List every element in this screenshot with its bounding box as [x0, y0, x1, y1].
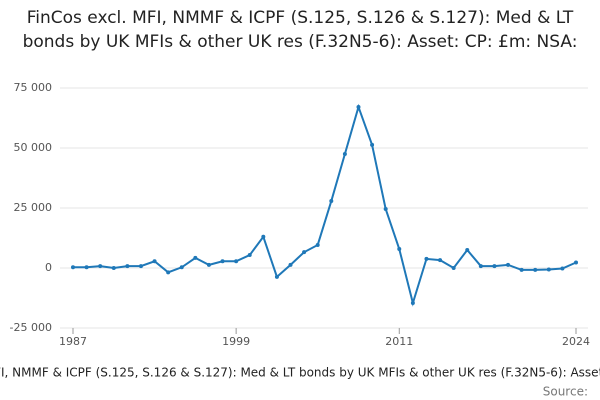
y-tick-label: 25 000 [14, 201, 53, 214]
x-tick-label: 1999 [222, 335, 250, 348]
point [560, 266, 565, 271]
point [438, 258, 443, 263]
point [98, 264, 103, 269]
point [247, 253, 252, 258]
chart-title: FinCos excl. MFI, NMMF & ICPF (S.125, S.… [22, 8, 578, 52]
y-tick-label: 50 000 [14, 141, 53, 154]
point [220, 259, 225, 264]
point [356, 104, 361, 109]
point [519, 267, 524, 272]
point [451, 266, 456, 270]
x-tick-label: 2011 [385, 335, 413, 348]
source: Source: [543, 385, 588, 399]
point [546, 267, 551, 272]
point [274, 274, 279, 279]
point [410, 301, 415, 306]
point [166, 270, 171, 275]
point [84, 265, 89, 270]
point [478, 264, 483, 269]
point [370, 142, 375, 147]
y-tick-label: 0 [45, 261, 52, 274]
point [465, 248, 470, 252]
y-tick-label: 75 000 [14, 81, 53, 94]
point [125, 264, 130, 269]
line [73, 103, 577, 307]
y-tick-label: -25 000 [10, 321, 52, 334]
x-tick-label: 1987 [59, 335, 87, 348]
point [315, 242, 320, 247]
point [193, 255, 198, 260]
point [138, 264, 143, 269]
point [383, 206, 388, 211]
point [261, 234, 266, 239]
point [111, 266, 116, 270]
point [152, 259, 157, 264]
point [342, 152, 347, 156]
x-axis-label: FinCos excl. MFI, NMMF & ICPF (S.125, S.… [0, 366, 600, 380]
point [234, 259, 239, 264]
point [533, 267, 538, 272]
point [179, 265, 184, 270]
point [397, 247, 402, 252]
point [574, 260, 578, 265]
x-tick-label: 2024 [562, 335, 590, 348]
point [288, 262, 293, 267]
point [302, 250, 307, 255]
point [492, 264, 497, 269]
point [329, 199, 334, 204]
point [506, 262, 511, 267]
point [206, 262, 211, 267]
point [424, 256, 429, 261]
point [71, 265, 75, 270]
